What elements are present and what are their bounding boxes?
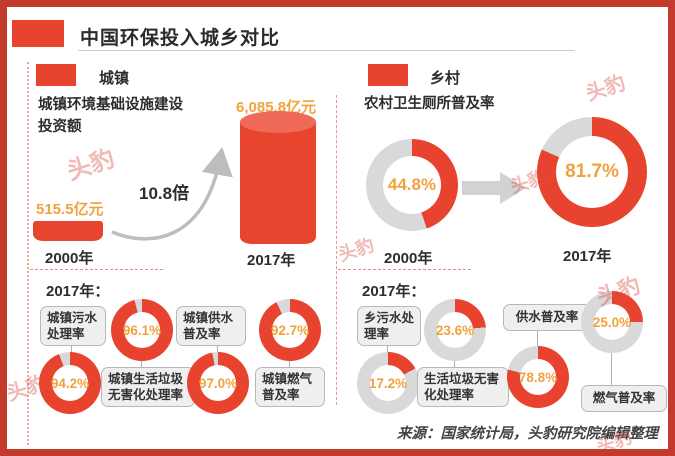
page-title: 中国环保投入城乡对比	[80, 28, 281, 49]
urban-donut-label-water: 城镇供水普及率	[176, 306, 246, 346]
urban-2000-cylinder	[33, 221, 103, 241]
rural-legend-label: 乡村	[430, 70, 461, 87]
urban-donut-gas: 92.7%	[259, 299, 321, 361]
connector-line	[611, 353, 612, 385]
rural-donut-sewage: 17.2%	[357, 352, 419, 414]
urban-donut-label-sewage: 城镇污水处理率	[40, 306, 106, 346]
left-dotted-divider	[27, 62, 29, 445]
connector-line	[387, 346, 388, 354]
connector-line	[71, 346, 72, 354]
right-arrow-icon	[462, 172, 526, 204]
rural-donut-label-gas: 燃气普及率	[581, 385, 667, 412]
urban-legend-label: 城镇	[99, 70, 130, 87]
rural-donut-gas-value: 25.0%	[592, 314, 632, 330]
rural-donut-garbage-value: 23.6%	[435, 322, 475, 338]
center-dashed-divider	[336, 95, 337, 405]
urban-heading: 城镇环境基础设施建设投资额	[38, 97, 183, 135]
connector-line	[289, 361, 290, 368]
rural-2000-year-label: 2000年	[384, 250, 433, 267]
title-marker	[12, 20, 64, 47]
growth-arrow-icon	[111, 147, 233, 241]
urban-2017-year-label: 2017年	[247, 252, 296, 269]
urban-2000-year-label: 2000年	[45, 250, 94, 267]
urban-2017-section-title: 2017年：	[46, 283, 110, 300]
watermark-logo: 头豹	[336, 234, 377, 266]
urban-donut-water-value: 97.0%	[198, 375, 238, 391]
rural-donut-garbage: 23.6%	[424, 299, 486, 361]
connector-line	[454, 361, 455, 368]
rural-donut-2017-value: 81.7%	[565, 161, 619, 182]
rural-donut-water: 78.8%	[507, 346, 569, 408]
urban-section-dashed-line	[30, 269, 163, 270]
urban-donut-label-gas: 城镇燃气普及率	[255, 367, 325, 407]
rural-donut-water-value: 78.8%	[518, 369, 558, 385]
rural-donut-sewage-value: 17.2%	[368, 375, 408, 391]
urban-2000-value: 515.5亿元	[36, 201, 104, 218]
connector-line	[217, 346, 218, 354]
urban-legend-swatch	[36, 64, 76, 86]
growth-multiplier-label: 10.8倍	[139, 184, 190, 203]
urban-2017-cylinder	[240, 122, 316, 244]
rural-2017-section-title: 2017年：	[362, 283, 426, 300]
urban-donut-gas-value: 92.7%	[270, 322, 310, 338]
rural-donut-label-garbage: 生活垃圾无害化处理率	[417, 367, 509, 407]
rural-donut-2017: 81.7%	[537, 117, 647, 227]
urban-donut-garbage: 96.1%	[111, 299, 173, 361]
rural-legend-swatch	[368, 64, 408, 86]
rural-section-dashed-line	[338, 269, 471, 270]
connector-line	[537, 331, 538, 346]
urban-donut-water: 97.0%	[187, 352, 249, 414]
urban-donut-label-garbage: 城镇生活垃圾无害化处理率	[101, 367, 195, 407]
rural-donut-label-water: 供水普及率	[503, 304, 591, 331]
rural-donut-2000: 44.8%	[366, 139, 458, 231]
rural-donut-gas: 25.0%	[581, 291, 643, 353]
urban-donut-garbage-value: 96.1%	[122, 322, 162, 338]
urban-donut-sewage: 94.2%	[39, 352, 101, 414]
rural-2017-year-label: 2017年	[563, 248, 612, 265]
connector-line	[141, 361, 142, 368]
rural-donut-2000-value: 44.8%	[387, 175, 437, 194]
urban-2017-cylinder-top	[240, 111, 316, 133]
urban-donut-sewage-value: 94.2%	[50, 375, 90, 391]
rural-heading: 农村卫生厕所普及率	[364, 96, 495, 112]
rural-donut-label-sewage: 乡污水处理率	[357, 306, 421, 346]
source-attribution: 来源：国家统计局，头豹研究院编辑整理	[397, 426, 658, 442]
title-underline	[78, 50, 575, 51]
